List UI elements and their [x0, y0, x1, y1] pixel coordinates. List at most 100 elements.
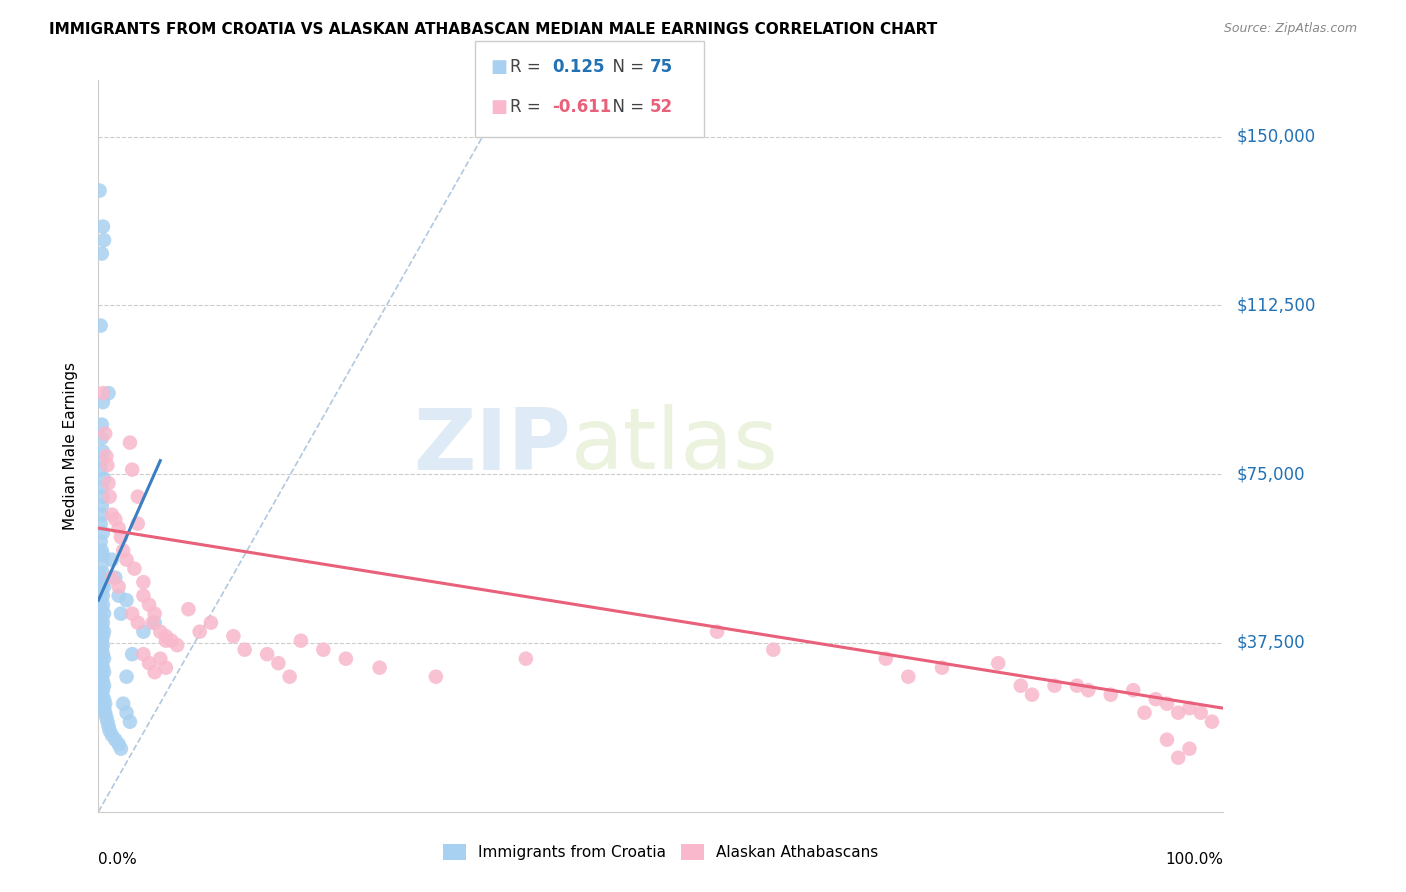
- Point: [149, 651, 172, 665]
- Point: [1201, 714, 1223, 729]
- Point: [91, 589, 114, 603]
- Point: [1167, 750, 1189, 764]
- Point: [90, 656, 112, 670]
- Text: ■: ■: [491, 98, 508, 116]
- Text: Source: ZipAtlas.com: Source: ZipAtlas.com: [1223, 22, 1357, 36]
- Point: [290, 633, 312, 648]
- Point: [222, 629, 245, 643]
- Point: [93, 701, 115, 715]
- Point: [91, 386, 114, 401]
- Point: [312, 642, 335, 657]
- Point: [101, 571, 124, 585]
- Point: [115, 706, 138, 720]
- Point: [368, 661, 391, 675]
- Point: [425, 670, 447, 684]
- Point: [1156, 697, 1178, 711]
- Point: [90, 633, 112, 648]
- Point: [104, 571, 127, 585]
- Text: ZIP: ZIP: [413, 404, 571, 488]
- Text: ■: ■: [491, 58, 508, 76]
- Point: [96, 714, 118, 729]
- Y-axis label: Median Male Earnings: Median Male Earnings: [63, 362, 77, 530]
- Point: [706, 624, 728, 639]
- Point: [115, 552, 138, 566]
- Point: [155, 629, 177, 643]
- Point: [90, 611, 112, 625]
- Point: [110, 741, 132, 756]
- Point: [90, 534, 112, 549]
- Point: [110, 607, 132, 621]
- Point: [91, 490, 114, 504]
- Text: $37,500: $37,500: [1237, 634, 1305, 652]
- Point: [96, 458, 118, 472]
- Point: [233, 642, 256, 657]
- Point: [101, 728, 124, 742]
- Point: [89, 184, 111, 198]
- Point: [143, 607, 166, 621]
- Point: [90, 543, 112, 558]
- Point: [132, 589, 155, 603]
- Point: [143, 665, 166, 680]
- Point: [90, 602, 112, 616]
- Point: [90, 584, 112, 599]
- Point: [110, 530, 132, 544]
- Point: [256, 647, 278, 661]
- Point: [1122, 683, 1144, 698]
- Point: [90, 481, 112, 495]
- Text: $75,000: $75,000: [1237, 465, 1305, 483]
- Point: [124, 562, 146, 576]
- Point: [90, 246, 112, 260]
- Text: R =: R =: [510, 98, 547, 116]
- Point: [93, 665, 115, 680]
- Text: IMMIGRANTS FROM CROATIA VS ALASKAN ATHABASCAN MEDIAN MALE EARNINGS CORRELATION C: IMMIGRANTS FROM CROATIA VS ALASKAN ATHAB…: [49, 22, 938, 37]
- Point: [90, 670, 112, 684]
- Point: [132, 624, 155, 639]
- Point: [107, 580, 129, 594]
- Text: 0.0%: 0.0%: [98, 852, 138, 867]
- Point: [155, 633, 177, 648]
- Point: [107, 737, 129, 751]
- Point: [93, 233, 115, 247]
- Point: [91, 674, 114, 689]
- Text: $112,500: $112,500: [1237, 296, 1316, 314]
- Point: [91, 647, 114, 661]
- Point: [121, 647, 143, 661]
- Text: 75: 75: [650, 58, 672, 76]
- Point: [90, 557, 112, 571]
- Point: [112, 543, 135, 558]
- Point: [91, 575, 114, 590]
- Point: [94, 697, 117, 711]
- Text: atlas: atlas: [571, 404, 779, 488]
- Point: [335, 651, 357, 665]
- Point: [91, 615, 114, 630]
- Point: [90, 620, 112, 634]
- Point: [91, 683, 114, 698]
- Point: [90, 462, 112, 476]
- Point: [987, 656, 1010, 670]
- Text: -0.611: -0.611: [553, 98, 612, 116]
- Point: [90, 642, 112, 657]
- Point: [91, 444, 114, 458]
- Point: [121, 607, 143, 621]
- Point: [160, 633, 183, 648]
- Point: [98, 490, 121, 504]
- Text: R =: R =: [510, 58, 547, 76]
- Point: [107, 521, 129, 535]
- Point: [91, 548, 114, 562]
- Point: [1156, 732, 1178, 747]
- Point: [91, 629, 114, 643]
- Point: [1133, 706, 1156, 720]
- Legend: Immigrants from Croatia, Alaskan Athabascans: Immigrants from Croatia, Alaskan Athabas…: [437, 838, 884, 866]
- Point: [143, 615, 166, 630]
- Point: [91, 598, 114, 612]
- Point: [127, 490, 149, 504]
- Point: [149, 624, 172, 639]
- Point: [94, 706, 117, 720]
- Point: [1144, 692, 1167, 706]
- Point: [93, 607, 115, 621]
- Point: [90, 571, 112, 585]
- Text: N =: N =: [602, 58, 650, 76]
- Point: [91, 395, 114, 409]
- Point: [90, 516, 112, 531]
- Point: [93, 692, 115, 706]
